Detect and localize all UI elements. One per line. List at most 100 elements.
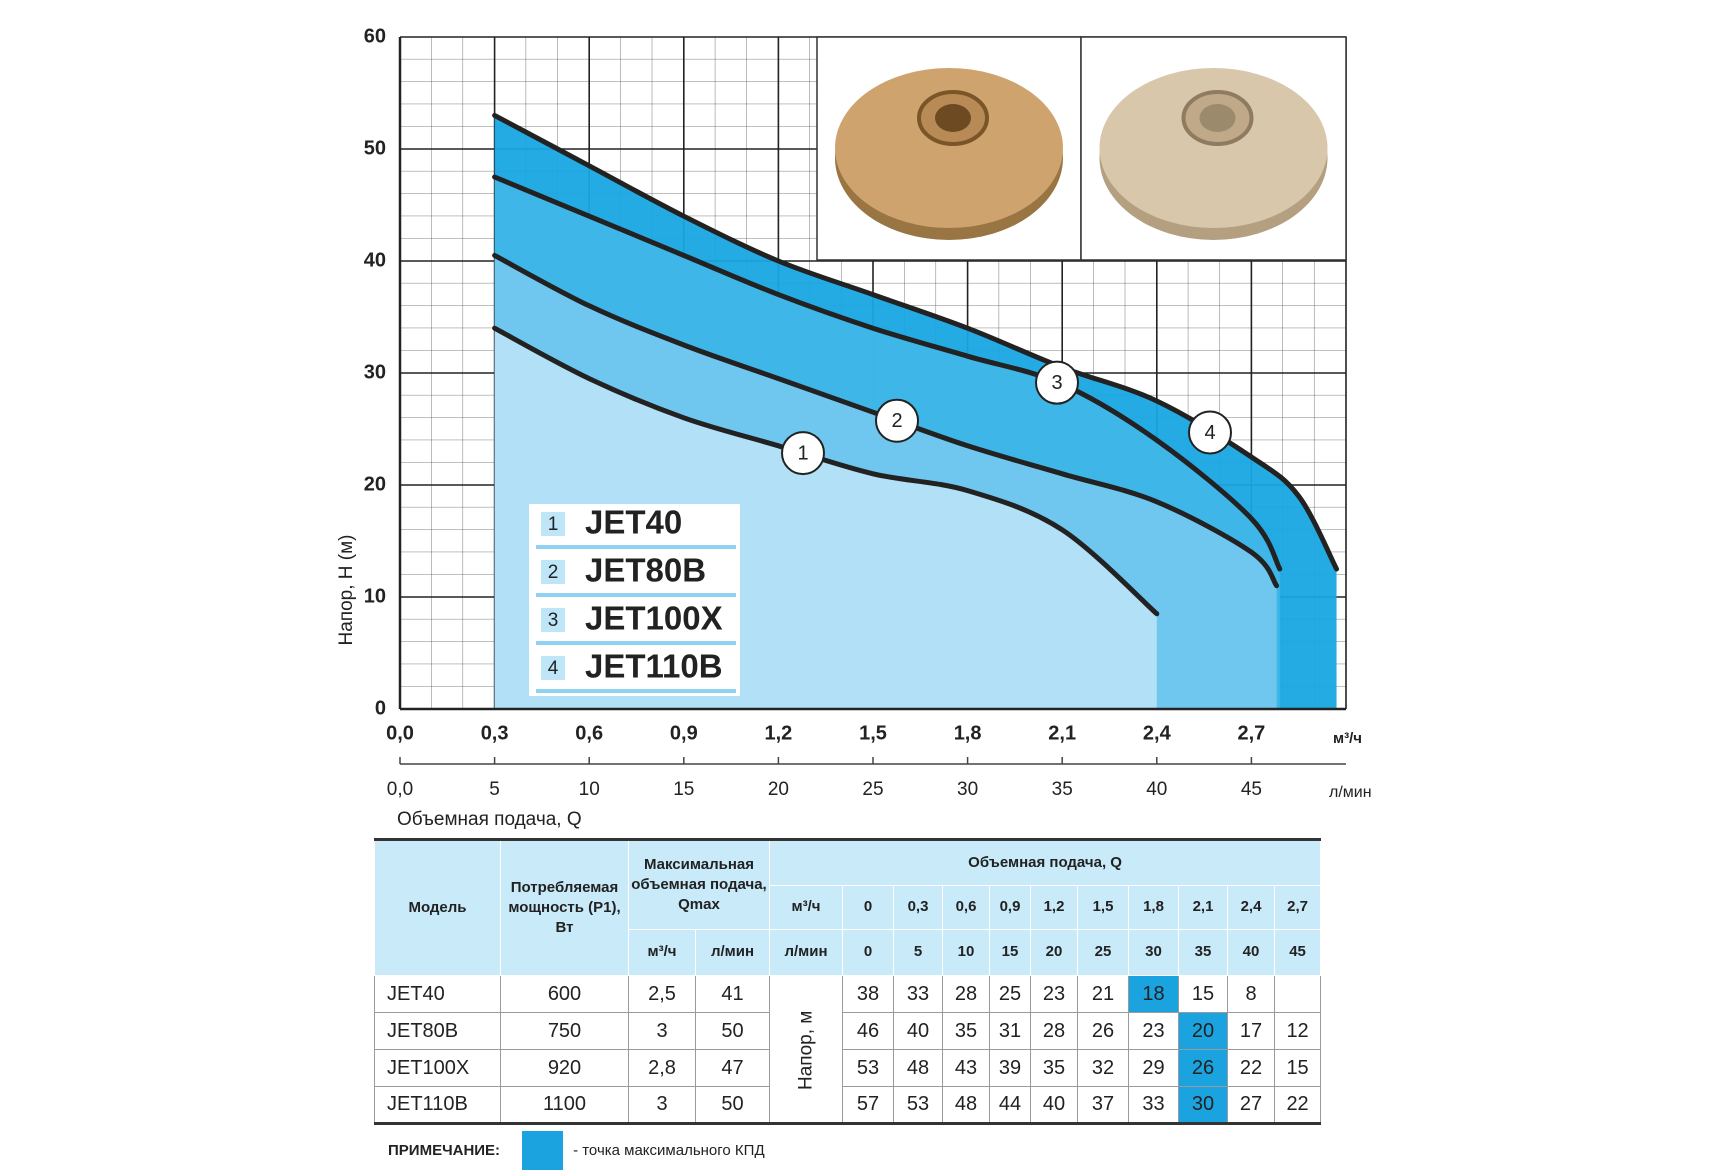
x2-tick-label: 40 — [1146, 779, 1167, 800]
header-flow-value: 0,3 — [893, 885, 943, 930]
x2-tick-label: 35 — [1052, 779, 1073, 800]
note-swatch — [522, 1130, 564, 1170]
cell-qmax: 50 — [695, 1086, 770, 1124]
cell-head: 8 — [1227, 975, 1275, 1013]
x-unit: м³/ч — [1333, 730, 1362, 747]
table-row: м³/ч л/мин л/мин 0 5 10 15 20 25 30 35 40 45 — [375, 929, 1322, 976]
cell-head: 18 — [1128, 975, 1179, 1013]
cell-head: 53 — [893, 1086, 943, 1124]
cell-head: 30 — [1178, 1086, 1228, 1124]
header-unit: л/мин — [769, 929, 843, 976]
cell-qmax: 50 — [695, 1012, 770, 1050]
legend-swatch — [541, 512, 565, 536]
x2-tick-label: 45 — [1241, 779, 1262, 800]
impeller-face — [835, 68, 1063, 228]
cell-head: 23 — [1128, 1012, 1179, 1050]
cell-head: 28 — [1030, 1012, 1078, 1050]
x-tick-label: 1,8 — [954, 722, 982, 744]
cell-head: 37 — [1077, 1086, 1129, 1124]
cell-head: 20 — [1178, 1012, 1228, 1050]
legend-label: JET80B — [585, 552, 706, 589]
header-flow-value: 40 — [1227, 929, 1275, 976]
curve-badge — [781, 431, 825, 476]
header-flow-value: 1,2 — [1030, 885, 1078, 930]
header-flow-value: 15 — [989, 929, 1031, 976]
cell-head: 40 — [1030, 1086, 1078, 1124]
cell-head: 15 — [1273, 1049, 1322, 1087]
cell-head: 44 — [989, 1086, 1031, 1124]
header-unit: м³/ч — [769, 885, 843, 930]
cell-model: JET40 — [374, 975, 501, 1013]
cell-empty — [1273, 975, 1322, 1013]
x-tick-label: 0,6 — [575, 722, 603, 744]
header-flow-value: 2,7 — [1273, 885, 1322, 930]
cell-head: 29 — [1128, 1049, 1179, 1087]
header-model: Модель — [374, 839, 501, 976]
curve-badge — [1188, 410, 1232, 455]
legend-label: JET40 — [585, 504, 682, 541]
x2-tick-label: 0,0 — [387, 779, 413, 800]
cell-head: 21 — [1077, 975, 1129, 1013]
cell-power: 750 — [500, 1012, 629, 1050]
table-row: JET80B 750 3 50 46 40 35 31 28 26 23 20 17 12 — [374, 1012, 1322, 1050]
header-power: Потребляемая мощность (P1), Вт — [500, 839, 629, 976]
y-tick-label: 10 — [364, 585, 386, 607]
x2-tick-label: 25 — [862, 779, 883, 800]
cell-head: 27 — [1227, 1086, 1275, 1124]
header-flow-value: 30 — [1128, 929, 1179, 976]
cell-head: 40 — [893, 1012, 943, 1050]
cell-head-label: Напор, м — [769, 975, 843, 1124]
cell-qmax: 2,5 — [628, 975, 696, 1013]
cell-head: 57 — [842, 1086, 894, 1124]
curve-badge — [875, 398, 919, 443]
note-label: ПРИМЕЧАНИЕ: — [388, 1141, 501, 1159]
cell-qmax: 41 — [695, 975, 770, 1013]
series-line — [492, 325, 1160, 617]
legend-number: 1 — [548, 514, 559, 535]
header-flow-value: 1,5 — [1077, 885, 1129, 930]
cell-head: 26 — [1178, 1049, 1228, 1087]
header-flow-value: 0,6 — [942, 885, 990, 930]
cell-qmax: 2,8 — [628, 1049, 696, 1087]
curve-badge — [1035, 360, 1079, 405]
cell-head: 12 — [1273, 1012, 1322, 1050]
cell-power: 920 — [500, 1049, 629, 1087]
cell-power: 1100 — [500, 1086, 629, 1124]
header-flow-value: 2,4 — [1227, 885, 1275, 930]
note-text: - точка максимального КПД — [573, 1141, 765, 1159]
x-tick-label: 2,4 — [1143, 722, 1172, 744]
table-row: м³/ч 0 0,3 0,6 0,9 1,2 1,5 1,8 2,1 2,4 2,7 — [375, 885, 1322, 930]
cell-head: 15 — [1178, 975, 1228, 1013]
x2-tick-label: 15 — [673, 779, 694, 800]
x2-tick-label: 30 — [957, 779, 978, 800]
header-flow-value: 45 — [1273, 929, 1322, 976]
cell-head: 48 — [942, 1086, 990, 1124]
x2-tick-label: 10 — [579, 779, 600, 800]
legend-number: 2 — [548, 562, 559, 583]
x-tick-label: 2,1 — [1048, 722, 1076, 744]
legend-number: 4 — [548, 658, 559, 679]
impeller-bore — [1199, 104, 1236, 132]
header-flow-value: 2,1 — [1178, 885, 1228, 930]
legend-number: 3 — [548, 610, 559, 631]
cell-head: 43 — [942, 1049, 990, 1087]
header-flow-value: 0 — [842, 929, 894, 976]
curve-badge-label: 1 — [797, 442, 808, 464]
x-tick-label: 1,2 — [764, 722, 792, 744]
y-tick-label: 60 — [364, 25, 386, 47]
y-tick-label: 50 — [364, 137, 386, 159]
cell-model: JET80B — [374, 1012, 501, 1050]
legend-label: JET110B — [585, 648, 723, 685]
header-flow-value: 10 — [942, 929, 990, 976]
header-flow-value: 1,8 — [1128, 885, 1179, 930]
header-flow-value: 20 — [1030, 929, 1078, 976]
x-tick-label: 0,0 — [386, 722, 414, 744]
header-flow-value: 0 — [842, 885, 894, 930]
cell-head: 22 — [1273, 1086, 1322, 1124]
table-row: JET40 600 2,5 41 Напор, м 38 33 28 25 23 21 18 15 8 — [374, 975, 1322, 1124]
cell-head: 48 — [893, 1049, 943, 1087]
cell-head: 33 — [1128, 1086, 1179, 1124]
header-flow-value: 35 — [1178, 929, 1228, 976]
y-tick-label: 40 — [364, 249, 386, 271]
